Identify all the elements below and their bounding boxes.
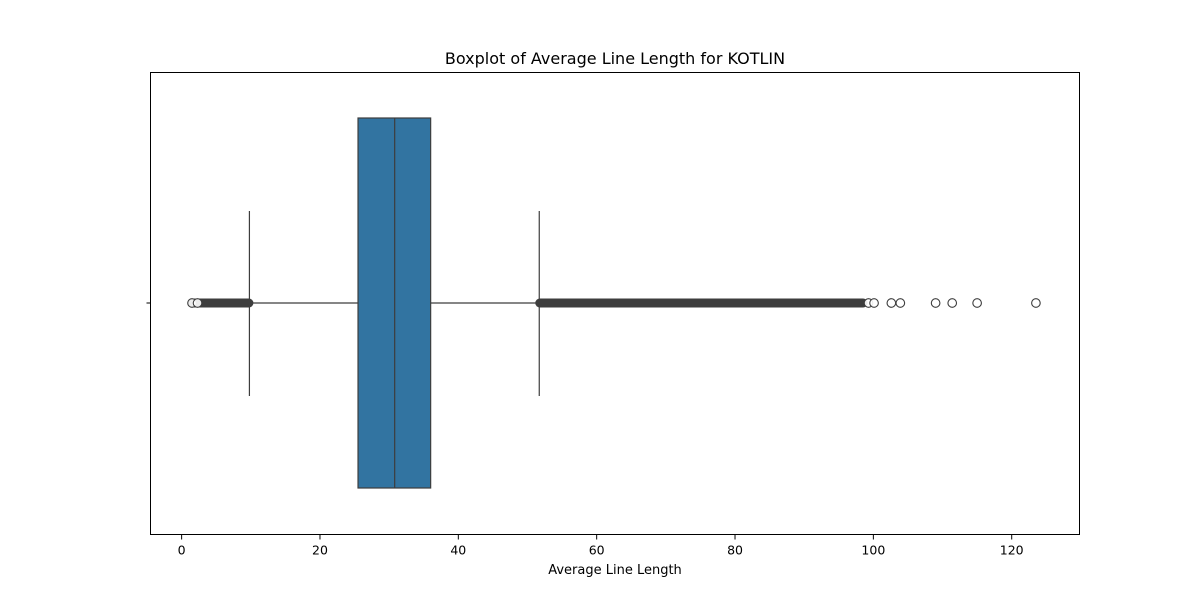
chart-title: Boxplot of Average Line Length for KOTLI…: [445, 49, 785, 68]
outlier-point-5: [886, 298, 897, 308]
outlier-point-9: [972, 298, 982, 308]
x-tick-label: 100: [861, 543, 885, 558]
x-tick-label: 0: [178, 543, 186, 558]
x-axis-ticks: 0 20 40 60 80 100 120: [178, 534, 1024, 558]
outlier-band-1: [188, 298, 254, 308]
x-tick-label: 20: [312, 543, 328, 558]
outlier-band-2: [535, 298, 868, 308]
x-axis-label: Average Line Length: [548, 563, 682, 578]
x-tick-label: 120: [1000, 543, 1024, 558]
outlier-point-4: [869, 298, 879, 308]
x-tick-label: 60: [589, 543, 605, 558]
outlier-point-7: [930, 298, 941, 308]
outlier-point-8: [947, 298, 958, 308]
outlier-point-10: [1031, 298, 1041, 308]
x-tick-label: 40: [450, 543, 466, 558]
plot-marks: [146, 117, 1041, 489]
outlier-point-2: [192, 298, 203, 308]
x-tick-label: 80: [727, 543, 743, 558]
outlier-point-6: [895, 298, 906, 308]
